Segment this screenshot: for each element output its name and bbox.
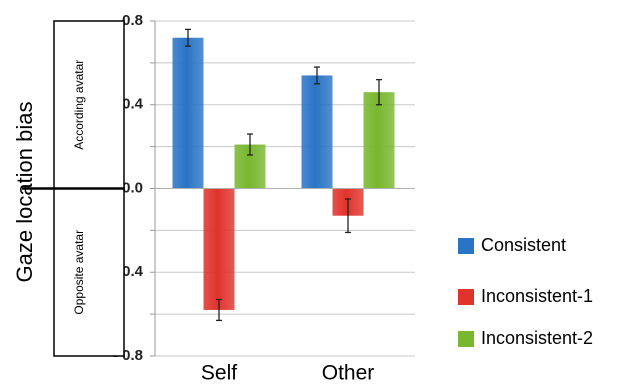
region-annotations: According avatar Opposite avatar (22, 20, 125, 357)
legend-label: Inconsistent-2 (481, 328, 593, 348)
legend-label: Inconsistent-1 (481, 286, 593, 306)
legend: Consistent Inconsistent-1 Inconsistent-2 (458, 235, 593, 348)
legend-swatch (458, 238, 474, 254)
legend-swatch (458, 289, 474, 305)
x-category-label: Other (322, 362, 375, 384)
y-tick-label: 0.8 (122, 12, 143, 29)
region-label: Opposite avatar (72, 230, 86, 315)
x-category-label: Self (201, 362, 237, 384)
y-tick-label: 0.0 (122, 179, 143, 196)
region-box (53, 187, 125, 357)
region-box (53, 20, 125, 190)
legend-label: Consistent (481, 235, 566, 255)
legend-swatch (458, 331, 474, 347)
region-label: According avatar (72, 60, 86, 150)
bar-inconsistent-2-other (363, 92, 395, 189)
bar-consistent-self (172, 37, 204, 189)
bar-inconsistent-1-self (203, 188, 235, 310)
bar-consistent-other (301, 75, 333, 189)
y-axis-label: Gaze location bias (12, 102, 37, 283)
y-tick-label: 0.4 (122, 96, 144, 113)
x-category-labels: Self Other (201, 362, 374, 384)
bars (155, 28, 415, 322)
